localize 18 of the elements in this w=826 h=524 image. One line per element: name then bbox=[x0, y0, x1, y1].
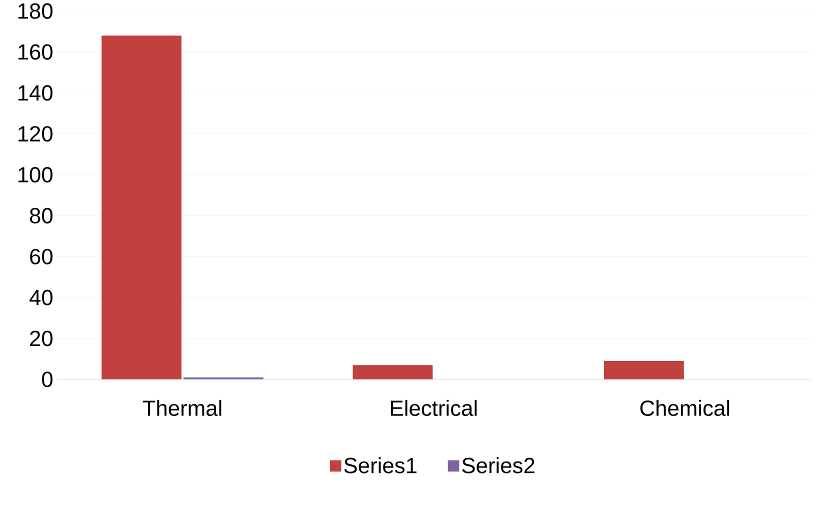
y-tick-label: 60 bbox=[30, 248, 52, 264]
bar bbox=[604, 360, 684, 380]
bar bbox=[102, 36, 182, 380]
x-tick-label: Electrical bbox=[391, 400, 477, 416]
bar bbox=[352, 365, 433, 380]
y-tick-label: 120 bbox=[18, 126, 52, 142]
x-tick-label: Thermal bbox=[142, 400, 222, 416]
y-tick-label: 100 bbox=[18, 166, 52, 182]
y-tick-label: 40 bbox=[29, 290, 52, 306]
y-tick-label: 20 bbox=[30, 330, 52, 346]
y-tick-label: 180 bbox=[18, 3, 52, 19]
legend-label: Series1 bbox=[344, 457, 416, 474]
x-tick-label: Chemical bbox=[640, 400, 730, 416]
y-tick-label: 140 bbox=[18, 85, 52, 101]
y-tick-label: 80 bbox=[30, 208, 52, 224]
legend-label: Series2 bbox=[462, 457, 534, 474]
y-tick-label: 0 bbox=[42, 372, 52, 388]
y-tick-label: 160 bbox=[18, 44, 52, 60]
